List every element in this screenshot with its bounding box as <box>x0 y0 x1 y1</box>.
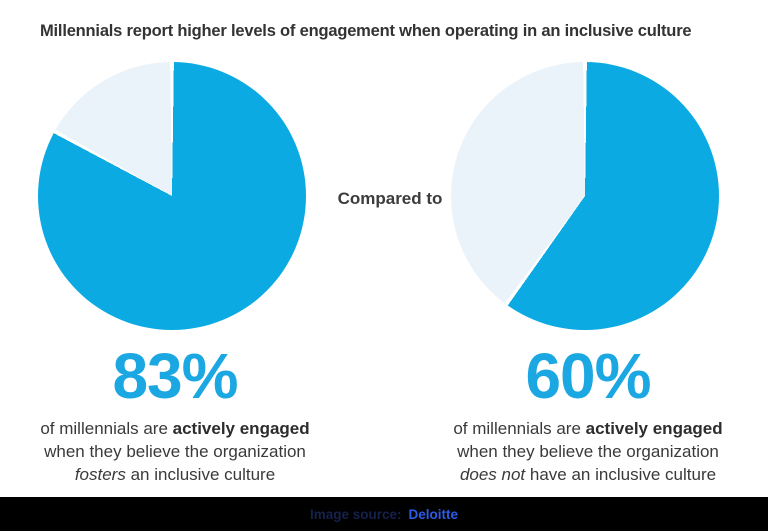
caption-text: of millennials are <box>453 419 586 438</box>
percent-value-non-inclusive: 60% <box>525 340 651 412</box>
pie-chart-inclusive-culture <box>38 62 306 330</box>
attribution-bar: Image source: Deloitte <box>0 497 768 531</box>
caption-line-1: of millennials are actively engaged <box>25 417 325 440</box>
figure-title: Millennials report higher levels of enga… <box>40 22 692 40</box>
brand-name-deloitte: Deloitte <box>408 506 459 522</box>
caption-text: have an inclusive culture <box>525 465 717 484</box>
caption-line-1: of millennials are actively engaged <box>438 417 738 440</box>
caption-line-2: when they believe the organization <box>44 442 306 461</box>
caption-inclusive: 83% of millennials are actively engaged … <box>25 344 325 486</box>
caption-italic-text: does not <box>459 465 526 484</box>
caption-line-2: when they believe the organization <box>457 442 719 461</box>
caption-bold-text: actively engaged <box>172 419 310 438</box>
caption-non-inclusive: 60% of millennials are actively engaged … <box>438 344 738 486</box>
compare-label: Compared to <box>337 189 443 208</box>
caption-italic-text: fosters <box>74 465 126 484</box>
caption-line-3: fosters an inclusive culture <box>25 463 325 486</box>
credit-label: Image source: <box>309 506 402 522</box>
caption-bold-text: actively engaged <box>585 419 723 438</box>
caption-line-3: does not have an inclusive culture <box>438 463 738 486</box>
caption-text: an inclusive culture <box>125 465 276 484</box>
caption-text: of millennials are <box>40 419 173 438</box>
percent-value-inclusive: 83% <box>112 340 238 412</box>
pie-chart-non-inclusive-culture <box>451 62 719 330</box>
